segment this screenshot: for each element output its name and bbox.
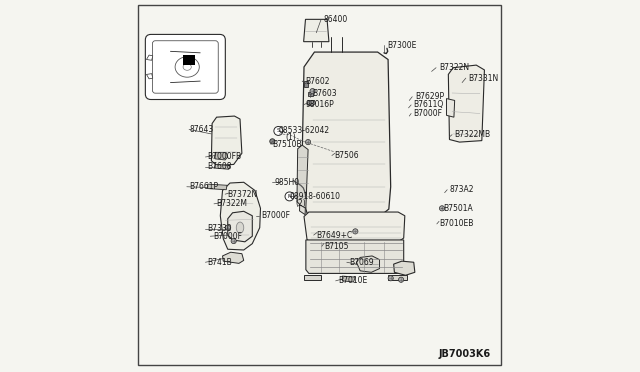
Circle shape bbox=[310, 89, 315, 94]
Text: JB7003K6: JB7003K6 bbox=[439, 349, 491, 359]
Circle shape bbox=[225, 225, 230, 230]
Text: 87643: 87643 bbox=[189, 125, 213, 134]
Polygon shape bbox=[306, 240, 404, 273]
Text: B7629P: B7629P bbox=[415, 92, 444, 101]
Text: 86400: 86400 bbox=[324, 15, 348, 24]
Circle shape bbox=[231, 238, 236, 244]
Text: B7000F: B7000F bbox=[261, 211, 290, 220]
Text: B741B: B741B bbox=[207, 258, 232, 267]
Polygon shape bbox=[220, 182, 260, 250]
Polygon shape bbox=[449, 65, 484, 142]
Polygon shape bbox=[207, 184, 227, 190]
Text: B7331N: B7331N bbox=[468, 74, 499, 83]
Text: B7300E: B7300E bbox=[387, 41, 417, 50]
Text: B7510B: B7510B bbox=[273, 140, 302, 149]
Polygon shape bbox=[307, 100, 316, 106]
Circle shape bbox=[388, 276, 394, 281]
Text: B7372N: B7372N bbox=[228, 190, 258, 199]
Polygon shape bbox=[304, 275, 321, 280]
Polygon shape bbox=[394, 261, 415, 275]
Text: B7010EB: B7010EB bbox=[439, 219, 474, 228]
Circle shape bbox=[440, 206, 445, 211]
Text: B7501A: B7501A bbox=[444, 204, 473, 213]
Text: B7602: B7602 bbox=[305, 77, 330, 86]
Polygon shape bbox=[297, 145, 308, 208]
Text: 873A2: 873A2 bbox=[449, 185, 474, 194]
Text: (1): (1) bbox=[286, 133, 296, 142]
Bar bbox=[305, 81, 308, 87]
Polygon shape bbox=[301, 52, 390, 217]
Polygon shape bbox=[304, 212, 405, 244]
Text: 08918-60610: 08918-60610 bbox=[289, 192, 340, 201]
Polygon shape bbox=[447, 99, 454, 117]
Bar bbox=[308, 92, 314, 96]
Text: 98016P: 98016P bbox=[306, 100, 335, 109]
Text: B7322M: B7322M bbox=[216, 199, 247, 208]
Circle shape bbox=[274, 126, 283, 135]
Text: B7661P: B7661P bbox=[189, 182, 218, 191]
Text: B7330: B7330 bbox=[207, 224, 232, 233]
Circle shape bbox=[305, 140, 310, 145]
Polygon shape bbox=[211, 116, 242, 166]
Text: B7000F: B7000F bbox=[413, 109, 443, 118]
Text: B7000F: B7000F bbox=[213, 232, 242, 241]
Polygon shape bbox=[215, 153, 228, 160]
Polygon shape bbox=[147, 74, 153, 79]
FancyBboxPatch shape bbox=[145, 35, 225, 100]
Circle shape bbox=[285, 192, 294, 201]
Text: B7322N: B7322N bbox=[439, 63, 469, 72]
Text: B7069: B7069 bbox=[349, 258, 374, 267]
Text: B7000FB: B7000FB bbox=[207, 153, 242, 161]
Polygon shape bbox=[388, 275, 406, 280]
Polygon shape bbox=[300, 179, 306, 215]
Text: B7649+C: B7649+C bbox=[316, 231, 353, 240]
Text: 985H0: 985H0 bbox=[275, 178, 300, 187]
Text: B7322MB: B7322MB bbox=[454, 130, 491, 139]
Text: N: N bbox=[287, 194, 292, 199]
Polygon shape bbox=[215, 164, 230, 169]
Text: B7105: B7105 bbox=[324, 242, 349, 251]
Polygon shape bbox=[228, 211, 252, 242]
Bar bbox=[184, 55, 195, 65]
Text: B7603: B7603 bbox=[312, 89, 337, 98]
Text: 08533-62042: 08533-62042 bbox=[278, 126, 330, 135]
Circle shape bbox=[353, 229, 358, 234]
Circle shape bbox=[399, 277, 404, 282]
Ellipse shape bbox=[236, 222, 244, 233]
Polygon shape bbox=[342, 276, 355, 282]
Circle shape bbox=[270, 139, 275, 144]
Text: B7506: B7506 bbox=[334, 151, 359, 160]
Polygon shape bbox=[147, 55, 153, 60]
Polygon shape bbox=[356, 256, 380, 272]
Polygon shape bbox=[223, 252, 244, 263]
Text: (2): (2) bbox=[296, 199, 307, 208]
Polygon shape bbox=[303, 19, 329, 42]
Text: S: S bbox=[276, 128, 280, 134]
Text: B7010E: B7010E bbox=[338, 276, 367, 285]
Text: B7608: B7608 bbox=[207, 162, 232, 171]
Text: B7611Q: B7611Q bbox=[413, 100, 444, 109]
